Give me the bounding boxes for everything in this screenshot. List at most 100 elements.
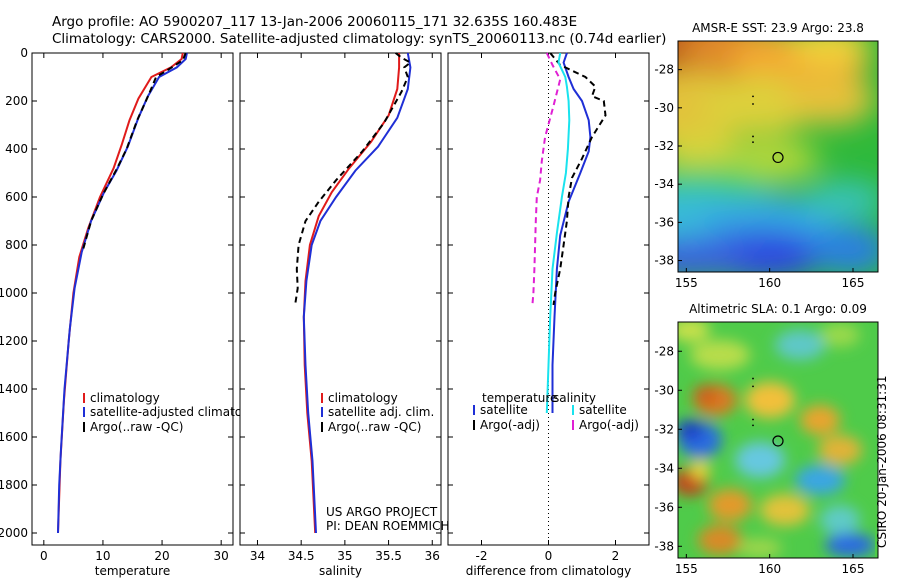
y-tick-label: 800 (5, 238, 28, 252)
y-tick-label: 0 (20, 46, 28, 60)
series-line (302, 52, 412, 534)
heatmap-cell (805, 180, 878, 220)
legend-label: satellite adj. clim. (328, 405, 434, 419)
heatmap-cell (775, 330, 825, 360)
series-line (545, 52, 571, 414)
heatmap-cell (795, 465, 845, 495)
profile-panel-salinity: 34 34.5 35 35.5 36 salinity climatologysatelli… (239, 52, 449, 578)
heatmap-cell (735, 442, 785, 478)
y-tick-label: 1800 (0, 478, 28, 492)
y-tick-label: 2000 (0, 526, 28, 540)
legend-label: satellite (480, 403, 528, 417)
track-dot (752, 385, 754, 388)
y-tick-label: -30 (654, 383, 674, 397)
y-tick-label: -34 (654, 461, 674, 475)
legend-label: climatology (90, 391, 160, 405)
y-tick-label: 400 (5, 142, 28, 156)
map-title: AMSR-E SST: 23.9 Argo: 23.8 (692, 21, 864, 35)
heatmap-cell (800, 405, 840, 435)
x-tick-label: 160 (758, 562, 781, 576)
heatmap-field (678, 41, 878, 272)
legend-label: climatology (328, 391, 398, 405)
legend-label: Argo(-adj) (480, 418, 540, 432)
x-tick-label: -2 (476, 549, 488, 563)
heatmap-cell (708, 489, 752, 521)
map-panel-sla: Altimetric SLA: 0.1 Argo: 0.09 155 160 165 -… (654, 302, 879, 576)
plot-frame (239, 52, 442, 546)
heatmap-cell (678, 420, 704, 440)
series-line (531, 52, 562, 306)
heatmap-cell (820, 323, 860, 347)
x-tick-label: 34.5 (288, 549, 315, 563)
heatmap-cell (693, 385, 717, 405)
x-tick-label: 160 (758, 276, 781, 290)
heatmap-cell (790, 41, 870, 65)
track-dot (752, 135, 754, 138)
heatmap-blobs (678, 322, 875, 558)
x-axis-label: temperature (95, 564, 170, 578)
y-tick-label: 600 (5, 190, 28, 204)
legend-label: satellite-adjusted climatology (90, 405, 268, 419)
series-line (551, 52, 592, 413)
title-line-1: Argo profile: AO 5900207_117 13-Jan-2006… (52, 14, 578, 30)
track-dot (752, 418, 754, 421)
heatmap-blobs (678, 41, 878, 272)
legend-label: Argo(..raw -QC) (90, 420, 183, 434)
heatmap-cell (825, 533, 875, 557)
legend-header: salinity (553, 391, 596, 405)
track-dot (752, 424, 754, 427)
legend-label: Argo(-adj) (579, 418, 639, 432)
heatmap-cell (745, 382, 795, 418)
y-tick-label: -28 (654, 63, 674, 77)
annotation-project: US ARGO PROJECT (326, 505, 438, 519)
x-tick-label: 0 (40, 549, 48, 563)
y-tick-label: -28 (654, 344, 674, 358)
x-tick-label: 155 (675, 562, 698, 576)
series-line (549, 52, 607, 306)
heatmap-field (678, 322, 878, 558)
heatmap-cell (690, 460, 710, 480)
heatmap-cell (690, 340, 750, 370)
track-dot (752, 141, 754, 144)
map-frame (677, 321, 879, 559)
heatmap-cell (678, 322, 710, 342)
y-tick-label: -38 (654, 254, 674, 268)
map-frame (677, 40, 879, 273)
legend-label: satellite (579, 403, 627, 417)
x-tick-label: 165 (842, 276, 865, 290)
x-tick-label: 35 (337, 549, 352, 563)
x-tick-label: 0 (545, 549, 553, 563)
y-tick-label: -32 (654, 139, 674, 153)
y-tick-label: -38 (654, 539, 674, 553)
legend-label: Argo(..raw -QC) (328, 420, 421, 434)
y-tick-label: -30 (654, 101, 674, 115)
timestamp-stamp: CSIRO 20-Jan-2006 08:31:31 (875, 376, 889, 548)
x-tick-label: 34 (250, 549, 265, 563)
heatmap-cell (698, 525, 742, 555)
profile-panel-temperature: 0 10 20 30 0 200 400 600 800 1000 1200 1400 1600 1800… (0, 46, 268, 578)
heatmap-cell (760, 494, 810, 526)
y-tick-label: 1400 (0, 382, 28, 396)
heatmap-cell (818, 435, 862, 465)
track-dot (752, 95, 754, 98)
x-tick-label: 165 (842, 562, 865, 576)
x-axis-label: salinity (319, 564, 362, 578)
track-dot (752, 377, 754, 380)
y-tick-label: -32 (654, 422, 674, 436)
title-line-2: Climatology: CARS2000. Satellite-adjuste… (52, 31, 667, 47)
figure-title: Argo profile: AO 5900207_117 13-Jan-2006… (52, 14, 666, 48)
y-tick-label: 1000 (0, 286, 28, 300)
map-title: Altimetric SLA: 0.1 Argo: 0.09 (689, 302, 867, 316)
x-tick-label: 30 (214, 549, 229, 563)
heatmap-cell (785, 75, 875, 125)
y-tick-label: -36 (654, 500, 674, 514)
x-tick-label: 20 (154, 549, 169, 563)
legend-header: temperature (482, 391, 557, 405)
plot-frame (31, 52, 234, 546)
heatmap-cell (810, 225, 878, 272)
y-tick-label: 1600 (0, 430, 28, 444)
y-tick-label: -36 (654, 215, 674, 229)
